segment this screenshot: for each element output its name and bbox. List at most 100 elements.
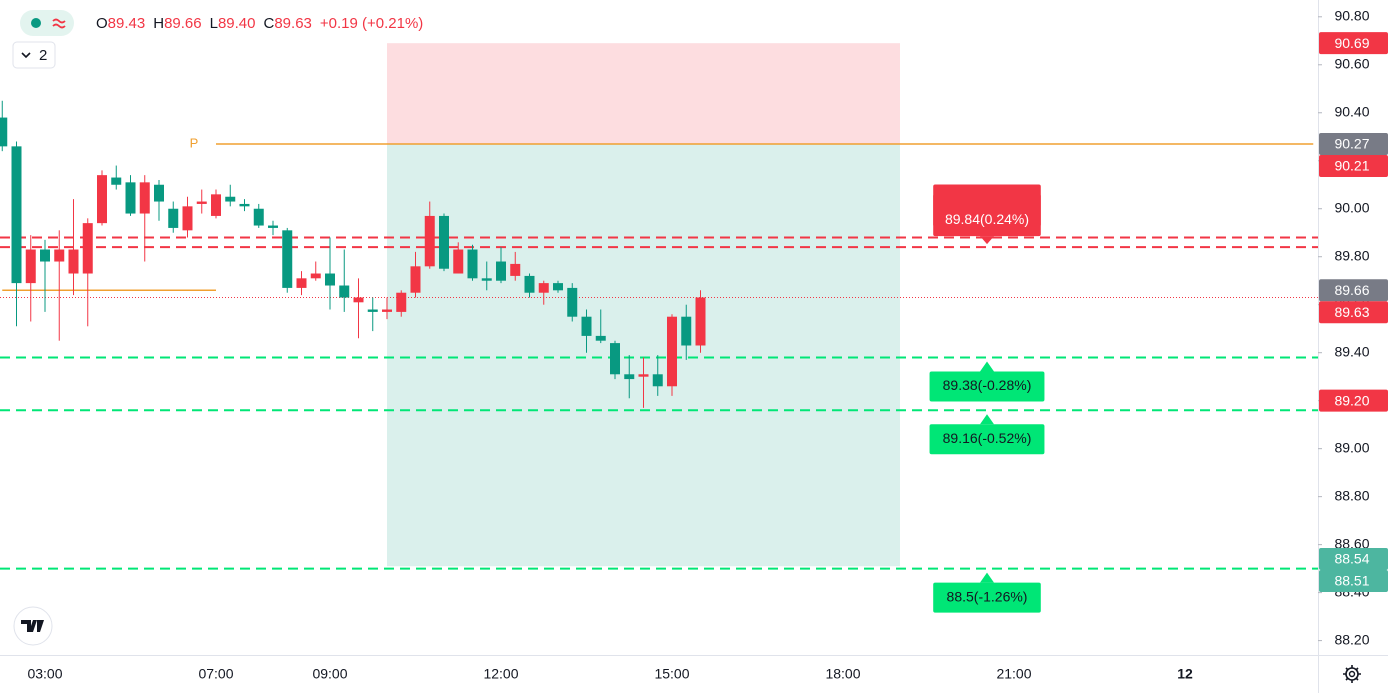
tv-logo (13, 606, 53, 646)
candle-body (296, 278, 307, 288)
candle-body (638, 374, 649, 377)
candle-body (538, 283, 549, 293)
candle-body (68, 249, 79, 274)
ohlc-legend: O89.43 H89.66 L89.40 C89.63 +0.19 (+0.21%) (96, 15, 423, 32)
pivot-label: P (190, 135, 199, 150)
level-label-arrow (980, 572, 994, 583)
candle-body (97, 175, 107, 224)
level-label: 89.16(-0.52%) (943, 430, 1032, 446)
x-tick-label: 12:00 (483, 666, 518, 682)
legend-letter: O (96, 15, 108, 32)
target-zone (387, 143, 900, 567)
x-tick-label: 21:00 (996, 666, 1031, 682)
price-tag-label: 88.51 (1334, 573, 1369, 589)
level-label: 88.5(-1.26%) (947, 588, 1028, 604)
legend-letter: C (264, 15, 275, 32)
legend-value: 89.40 (218, 15, 256, 32)
legend-letter: H (153, 15, 164, 32)
price-tag-label: 89.66 (1334, 282, 1369, 298)
candle-body (11, 146, 22, 284)
x-tick-label: 03:00 (27, 666, 62, 682)
settings-icon[interactable] (1343, 665, 1361, 683)
candle-body (439, 215, 449, 269)
candle-body (154, 184, 164, 202)
candle-body (453, 249, 464, 274)
candle-body (54, 249, 65, 262)
legend-value: 89.63 (274, 15, 312, 32)
y-tick-label: 90.40 (1334, 103, 1369, 119)
candle-body (353, 297, 364, 303)
x-tick-label: 09:00 (312, 666, 347, 682)
level-labels: 89.88(0.28%)89.84(0.24%)89.38(-0.28%)89.… (929, 184, 1045, 613)
candle-body (667, 316, 677, 387)
candle-body (624, 374, 635, 380)
price-tag (1319, 279, 1388, 302)
legend-change: +0.19 (+0.21%) (320, 15, 423, 32)
price-tag (1319, 389, 1388, 412)
candle-body (496, 261, 506, 281)
y-tick-label: 88.20 (1334, 631, 1369, 647)
plot-area: P (0, 43, 1318, 570)
level-label: 89.84(0.24%) (945, 211, 1029, 227)
status-pill[interactable] (20, 10, 74, 36)
candle-body (367, 309, 378, 312)
candle-body (382, 309, 392, 312)
level-label-box (933, 194, 1041, 237)
price-tag-label: 90.21 (1334, 158, 1369, 174)
candle-body (567, 287, 578, 317)
x-tick-label: 15:00 (654, 666, 689, 682)
candle-body (282, 230, 293, 288)
legend-value: 89.43 (108, 15, 146, 32)
level-label-arrow (980, 414, 994, 425)
candle-body (111, 177, 122, 185)
candle-body (40, 249, 50, 262)
y-tick-label: 90.60 (1334, 55, 1369, 71)
candle-body (268, 225, 278, 228)
candle-body (695, 297, 706, 346)
level-label-box (929, 371, 1045, 402)
level-label-arrow (980, 236, 994, 245)
price-tag-label: 89.63 (1334, 304, 1369, 320)
candle-body (396, 292, 407, 312)
legend-value: 89.66 (164, 15, 202, 32)
chevron-icon (21, 52, 31, 59)
price-tag (1319, 154, 1388, 177)
candle-body (595, 335, 606, 341)
level-label: 89.38(-0.28%) (943, 377, 1032, 393)
header: O89.43 H89.66 L89.40 C89.63 +0.19 (+0.21%) 2 (12, 10, 423, 69)
candle-body (652, 374, 663, 387)
y-tick-label: 89.00 (1334, 439, 1369, 455)
y-tick-label: 88.80 (1334, 487, 1369, 503)
candle-body (25, 249, 36, 284)
y-tick-label: 89.80 (1334, 247, 1369, 263)
candle-body (253, 208, 264, 226)
candle-body (467, 249, 478, 279)
x-tick-label: 12 (1177, 666, 1193, 682)
price-tag (1319, 132, 1388, 155)
candle-body (524, 275, 535, 293)
candle-body (239, 203, 250, 207)
candle-body (82, 223, 93, 274)
x-tick-label: 18:00 (825, 666, 860, 682)
level-label-arrow (980, 361, 994, 372)
candle-body (211, 194, 221, 216)
indicators-toggle[interactable] (12, 41, 56, 69)
candle-body (610, 343, 620, 375)
level-label-box (933, 582, 1041, 613)
candle-body (125, 182, 136, 214)
legend-letter: L (210, 15, 218, 32)
candle-body (339, 285, 350, 298)
candle-body (424, 215, 435, 267)
level-label-box (929, 424, 1045, 455)
y-tick-label: 90.80 (1334, 7, 1369, 23)
candle-body (196, 201, 207, 204)
price-tag-label: 88.54 (1334, 551, 1369, 567)
candle-body (510, 263, 521, 276)
candle-body (182, 206, 193, 231)
price-tag (1319, 301, 1388, 324)
y-tick-label: 90.00 (1334, 199, 1369, 215)
candle-body (139, 182, 150, 214)
candle-body (553, 283, 563, 291)
axes: 90.8090.6090.4090.2090.0089.8089.6089.40… (27, 7, 1388, 682)
